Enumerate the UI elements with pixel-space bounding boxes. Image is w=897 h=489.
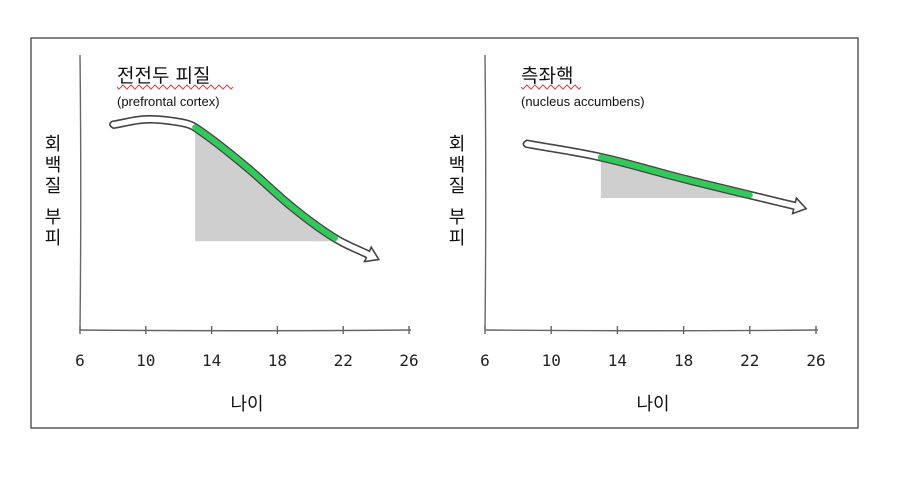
x-tick-label: 14: [608, 351, 627, 370]
x-tick-label: 10: [136, 351, 155, 370]
chart-title: 측좌핵: [521, 65, 573, 87]
chart-panel: 전전두 피질 (prefrontal cortex) 회 백 질 부 피 6 10 14 18 22 2…: [45, 54, 419, 415]
x-tick-label: 26: [806, 351, 825, 370]
x-axis: [484, 329, 819, 332]
x-tick-label: 26: [399, 351, 418, 370]
spellcheck-underline: [116, 84, 234, 90]
y-axis: [484, 54, 487, 331]
chart-subtitle: (nucleus accumbens): [521, 94, 645, 109]
y-axis: [79, 54, 82, 331]
x-tick-label: 14: [202, 351, 221, 370]
spellcheck-underline: [520, 84, 582, 90]
x-tick-label: 10: [542, 351, 561, 370]
chart-panel: 측좌핵 (nucleus accumbens) 회 백 질 부 피 6 10 14 18 22 26 나이: [449, 54, 826, 415]
x-axis: [79, 329, 412, 332]
x-tick-label: 6: [75, 351, 85, 370]
figure-frame: [30, 37, 859, 429]
highlight-segment: [192, 124, 338, 242]
x-tick-label: 22: [740, 351, 759, 370]
highlight-segment: [597, 154, 753, 198]
charts: 전전두 피질 (prefrontal cortex) 회 백 질 부 피 6 10 14 18 22 2…: [45, 54, 826, 415]
x-tick-label: 18: [674, 351, 693, 370]
x-tick-label: 6: [480, 351, 490, 370]
x-axis-label: 나이: [636, 394, 669, 415]
x-tick-label: 22: [334, 351, 353, 370]
x-tick-label: 18: [268, 351, 287, 370]
chart-subtitle: (prefrontal cortex): [117, 94, 220, 109]
x-axis-label: 나이: [230, 394, 263, 415]
chart-title: 전전두 피질: [117, 65, 210, 87]
